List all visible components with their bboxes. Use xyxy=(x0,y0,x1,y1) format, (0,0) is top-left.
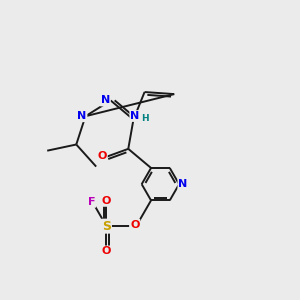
Text: N: N xyxy=(101,95,110,106)
Text: O: O xyxy=(98,151,107,161)
Text: N: N xyxy=(130,111,140,121)
Text: N: N xyxy=(178,179,188,189)
Text: O: O xyxy=(102,246,111,256)
Text: F: F xyxy=(88,197,95,207)
Text: S: S xyxy=(102,220,111,232)
Text: H: H xyxy=(141,114,148,123)
Text: O: O xyxy=(102,196,111,206)
Text: N: N xyxy=(77,111,86,121)
Text: O: O xyxy=(130,220,140,230)
